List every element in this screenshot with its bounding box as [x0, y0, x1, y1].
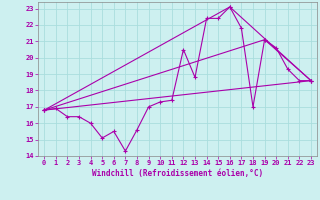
X-axis label: Windchill (Refroidissement éolien,°C): Windchill (Refroidissement éolien,°C) — [92, 169, 263, 178]
